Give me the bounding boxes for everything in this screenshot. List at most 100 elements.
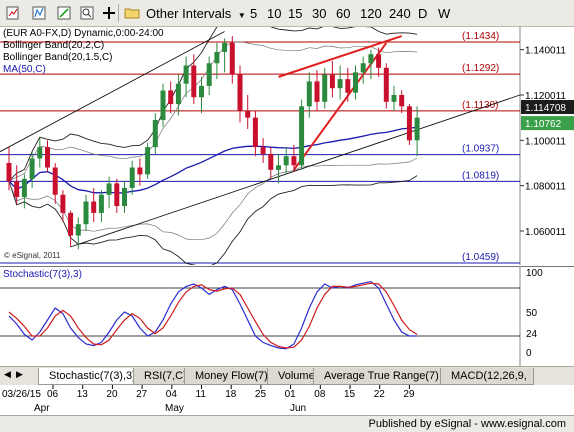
upper-trendline (0, 31, 225, 153)
drawing-tools-icon[interactable] (55, 4, 73, 22)
bollinger-upper-line (8, 13, 418, 182)
interval-60[interactable]: 60 (336, 6, 351, 21)
interval-5[interactable]: 5 (250, 6, 258, 21)
level-label: (1.1434) (462, 31, 499, 42)
level-label: (1.1130) (462, 100, 499, 111)
tab-macd[interactable]: MACD(12,26,9, (440, 368, 534, 385)
bollinger-inner-legend: Bollinger Band(20,1.5,C) (3, 52, 113, 63)
bollinger-inner-upper-line (8, 41, 418, 182)
candle-body (129, 167, 135, 188)
interval-30[interactable]: 30 (312, 6, 327, 21)
candle-body (360, 63, 366, 73)
candle-body (260, 147, 266, 154)
interval-w[interactable]: W (438, 6, 451, 21)
date-tick-label: 13 (77, 389, 89, 400)
price-tick-label: 1.100011 (525, 136, 566, 147)
interval-d[interactable]: D (418, 6, 428, 21)
candle-body (122, 187, 127, 207)
crosshair-icon[interactable] (100, 4, 118, 22)
date-tick-label: 25 (255, 389, 267, 400)
ma-line (8, 126, 418, 194)
candle-body (114, 183, 120, 207)
study-tab-bar: ◀ ▶ Stochastic(7(3),3) RSI(7,C) Money Fl… (0, 366, 574, 385)
candle-body (98, 194, 104, 213)
stochastic-panel: 100 50 24 0 Stochastic(7(3),3) (0, 266, 574, 366)
new-chart-icon[interactable] (4, 4, 22, 22)
candle-body (6, 163, 12, 182)
candle-body (21, 178, 27, 197)
stochastic-scale-label: 100 (526, 268, 543, 279)
candle-body (206, 63, 212, 86)
candle-body (376, 54, 382, 68)
tab-volume[interactable]: Volume (267, 368, 322, 385)
candle-body (75, 224, 81, 236)
wedge-upper-line (278, 35, 403, 78)
candle-body (345, 79, 351, 93)
candle-body (222, 42, 228, 52)
tab-scroll-right[interactable]: ▶ (16, 369, 23, 379)
candle-body (406, 106, 412, 141)
stochastic-scale-label: 0 (526, 348, 532, 359)
insert-study-icon[interactable] (30, 4, 48, 22)
chart-toolbar: Other Intervals ▼ 5 10 15 30 60 120 240 … (0, 0, 574, 27)
date-tick-label: 20 (106, 389, 118, 400)
candle-body (137, 167, 143, 175)
folder-icon[interactable] (123, 4, 141, 22)
stochastic-chart[interactable]: 100 50 24 0 (0, 266, 574, 366)
zoom-icon[interactable] (78, 4, 96, 22)
date-tick-label: 15 (344, 389, 356, 400)
stochastic-scale-label: 50 (526, 308, 538, 319)
candle-body (60, 194, 66, 213)
month-label: Apr (34, 403, 50, 414)
chart-symbol-legend: (EUR A0-FX,D) Dynamic,0:00-24:00 (3, 28, 164, 39)
candle-body (299, 106, 305, 166)
ma-legend: MA(50,C) (3, 64, 46, 75)
level-label: (1.1292) (462, 63, 499, 74)
tab-scroll-left[interactable]: ◀ (4, 369, 11, 379)
bollinger-lower-line (8, 175, 418, 267)
candle-body (152, 119, 158, 148)
candle-body (237, 74, 243, 111)
tab-average-true-range[interactable]: Average True Range(7) (313, 368, 446, 385)
tab-money-flow[interactable]: Money Flow(7) (184, 368, 275, 385)
price-tick-label: 1.060011 (525, 227, 566, 238)
candle-body (291, 156, 297, 166)
candle-body (83, 201, 89, 225)
date-tick-label: 08 (314, 389, 326, 400)
candle-body (245, 110, 251, 118)
ma-value-tag (521, 116, 574, 131)
candle-body (160, 90, 166, 120)
price-chart[interactable]: (1.1434) (1.1292) (1.1130) (1.0937) (1.0819)… (0, 13, 574, 267)
date-tick-label: 04 (166, 389, 178, 400)
date-tick-label: 01 (285, 389, 297, 400)
candle-body (322, 74, 328, 102)
candle-body (52, 167, 58, 195)
candle-body (329, 74, 335, 89)
price-panel: (1.1434) (1.1292) (1.1130) (1.0937) (1.0819)… (0, 13, 574, 267)
date-tick-label: 18 (225, 389, 237, 400)
candle-body (106, 183, 112, 195)
toolbar-separator (118, 4, 119, 22)
candle-body (399, 95, 405, 107)
interval-15[interactable]: 15 (288, 6, 303, 21)
ma-value-label: 1.10762 (525, 119, 562, 130)
candle-body (29, 158, 35, 179)
interval-120[interactable]: 120 (360, 6, 382, 21)
interval-240[interactable]: 240 (389, 6, 411, 21)
stochastic-d-line (8, 282, 418, 349)
price-tick-label: 1.140011 (525, 46, 566, 57)
date-tick-label: 22 (374, 389, 386, 400)
interval-10[interactable]: 10 (267, 6, 282, 21)
month-label: May (165, 403, 184, 414)
candle-body (337, 79, 343, 89)
level-label: (1.0459) (462, 252, 499, 263)
stochastic-title: Stochastic(7(3),3) (3, 269, 82, 280)
candle-body (391, 95, 397, 102)
candle-body (283, 156, 289, 166)
date-axis-first-date: 03/26/15 (2, 389, 41, 400)
price-tick-label: 1.120011 (525, 91, 566, 102)
tab-stochastic[interactable]: Stochastic(7(3),3) (38, 368, 143, 385)
interval-dropdown[interactable]: Other Intervals ▼ (146, 6, 246, 21)
candle-body (314, 81, 320, 102)
candle-body (145, 147, 151, 175)
